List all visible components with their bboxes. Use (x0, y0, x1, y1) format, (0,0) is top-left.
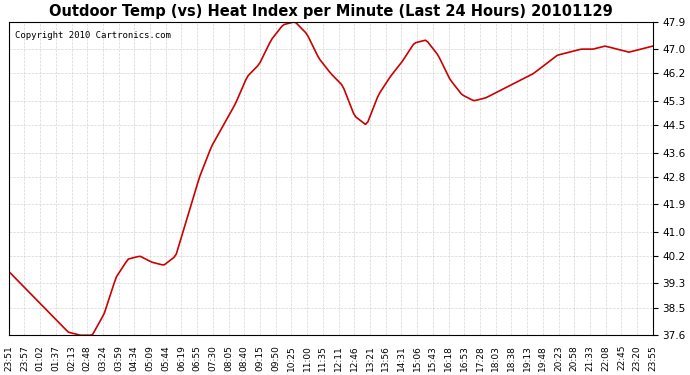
Text: Copyright 2010 Cartronics.com: Copyright 2010 Cartronics.com (15, 31, 171, 40)
Title: Outdoor Temp (vs) Heat Index per Minute (Last 24 Hours) 20101129: Outdoor Temp (vs) Heat Index per Minute … (49, 4, 613, 19)
